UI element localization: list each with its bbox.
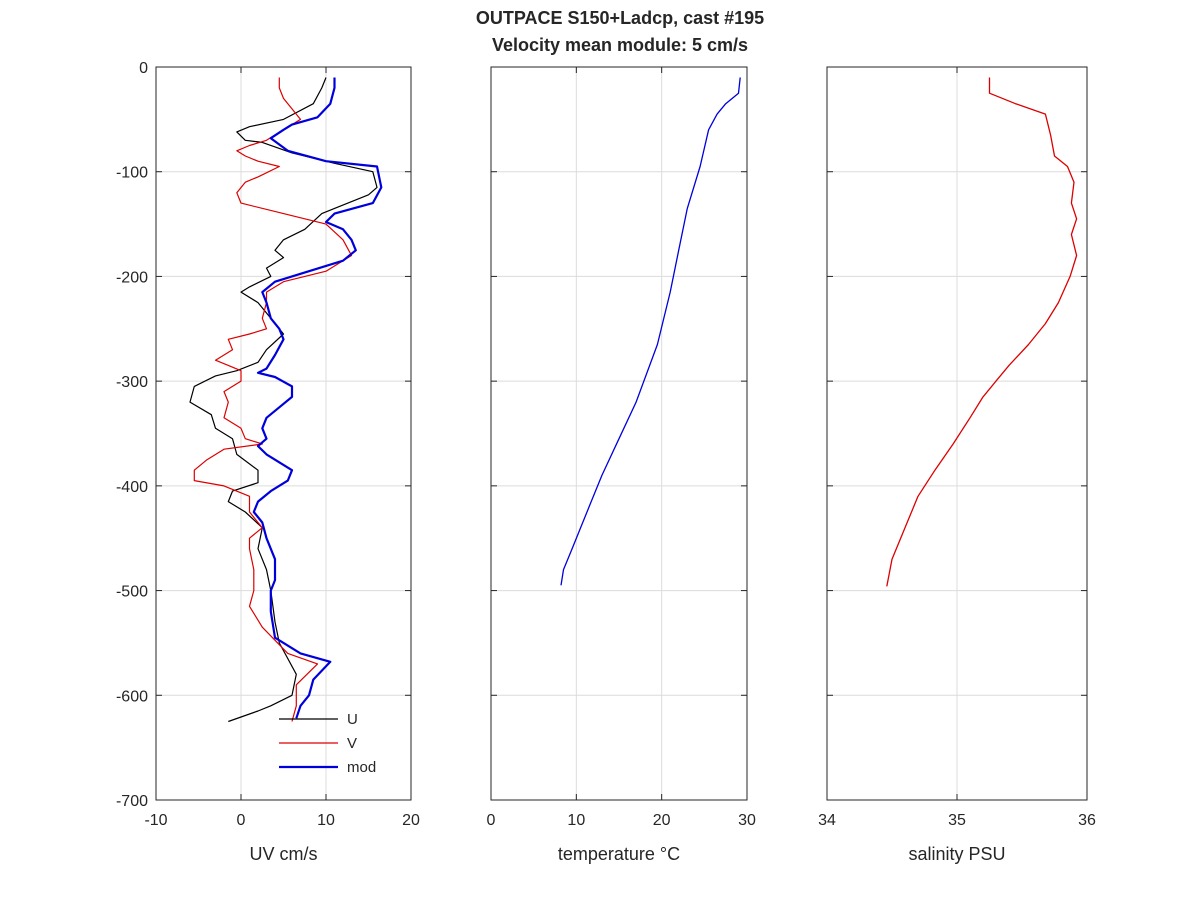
x-tick-label: 30 <box>738 812 756 829</box>
x-tick-label: 10 <box>317 812 335 829</box>
figure-title-line-1: OUTPACE S150+Ladcp, cast #195 <box>476 8 764 28</box>
axes-box <box>490 66 748 801</box>
legend-label-u: U <box>347 711 358 728</box>
y-tick-label: -300 <box>116 374 148 391</box>
legend-label-mod: mod <box>347 759 376 776</box>
panel-velocity: -10 0 10 200-100-200-300-400-500-600-700UV … <box>116 60 420 864</box>
y-tick-label: 0 <box>139 60 148 77</box>
y-tick-label: -700 <box>116 793 148 810</box>
y-tick-label: -200 <box>116 269 148 286</box>
x-tick-label: 35 <box>948 812 966 829</box>
x-tick-label: 34 <box>818 812 836 829</box>
series-line-v <box>193 77 353 722</box>
y-tick-label: -100 <box>116 165 148 182</box>
legend-label-v: V <box>347 735 357 752</box>
series-line-salinity <box>886 77 1078 587</box>
y-tick-label: -600 <box>116 688 148 705</box>
panel-temperature: 0 10 20 30 temperature °C <box>487 66 756 864</box>
y-tick-label: -400 <box>116 479 148 496</box>
axes-box <box>155 66 412 801</box>
x-axis-label: salinity PSU <box>908 844 1005 864</box>
figure-title-line-2: Velocity mean module: 5 cm/s <box>492 35 748 55</box>
x-tick-label: 20 <box>402 812 420 829</box>
panel-salinity: 34 35 36 salinity PSU <box>818 66 1096 864</box>
x-tick-label: 10 <box>567 812 585 829</box>
x-axis-label: temperature °C <box>558 844 680 864</box>
x-tick-label: 0 <box>487 812 496 829</box>
x-tick-label: 0 <box>237 812 246 829</box>
x-tick-label: 36 <box>1078 812 1096 829</box>
x-axis-label: UV cm/s <box>249 844 317 864</box>
series-line-mod <box>252 77 383 719</box>
panels: -10 0 10 200-100-200-300-400-500-600-700UV … <box>116 60 1096 864</box>
series-line-temperature <box>560 77 741 586</box>
x-tick-label: -10 <box>144 812 167 829</box>
x-tick-label: 20 <box>653 812 671 829</box>
y-tick-label: -500 <box>116 584 148 601</box>
